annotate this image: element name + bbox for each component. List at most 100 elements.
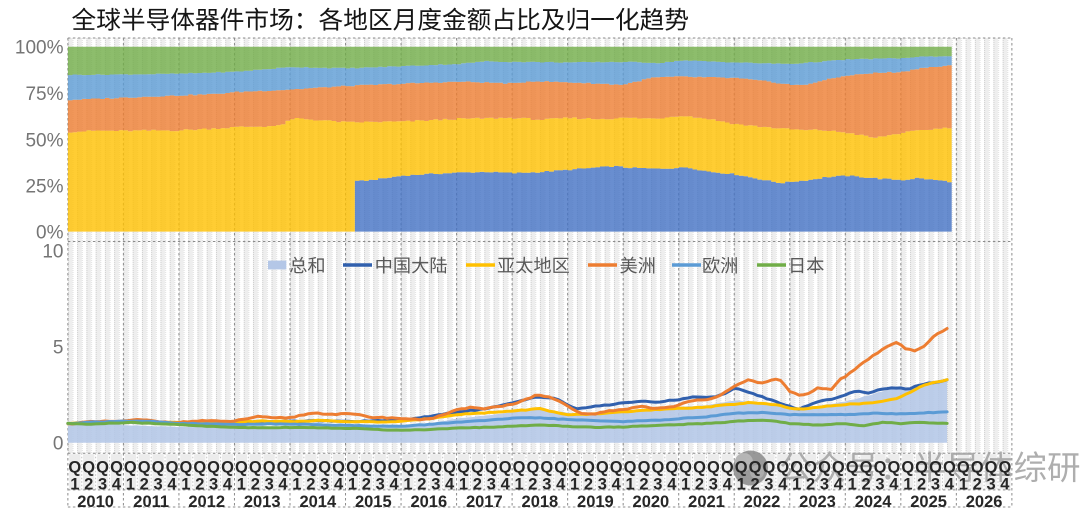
svg-text:Q: Q bbox=[290, 459, 303, 477]
svg-text:1: 1 bbox=[70, 475, 79, 493]
svg-text:Q: Q bbox=[985, 459, 998, 477]
svg-text:4: 4 bbox=[889, 475, 899, 493]
svg-text:Q: Q bbox=[665, 459, 678, 477]
svg-text:Q: Q bbox=[415, 459, 428, 477]
svg-text:Q: Q bbox=[610, 459, 623, 477]
svg-text:3: 3 bbox=[98, 475, 107, 493]
svg-text:Q: Q bbox=[596, 459, 609, 477]
svg-text:Q: Q bbox=[915, 459, 928, 477]
svg-text:2026: 2026 bbox=[966, 493, 1003, 510]
svg-text:Q: Q bbox=[790, 459, 803, 477]
svg-text:2016: 2016 bbox=[410, 493, 447, 510]
svg-text:2: 2 bbox=[306, 475, 315, 493]
svg-text:Q: Q bbox=[846, 459, 859, 477]
svg-text:2: 2 bbox=[528, 475, 537, 493]
svg-text:3: 3 bbox=[542, 475, 551, 493]
svg-text:1: 1 bbox=[515, 475, 524, 493]
svg-text:3: 3 bbox=[875, 475, 884, 493]
svg-text:Q: Q bbox=[860, 459, 873, 477]
svg-text:Q: Q bbox=[207, 459, 220, 477]
svg-text:3: 3 bbox=[265, 475, 274, 493]
svg-text:Q: Q bbox=[638, 459, 651, 477]
svg-text:2: 2 bbox=[806, 475, 815, 493]
svg-text:2: 2 bbox=[140, 475, 149, 493]
svg-text:4: 4 bbox=[1000, 475, 1010, 493]
svg-text:4: 4 bbox=[778, 475, 788, 493]
svg-text:2020: 2020 bbox=[633, 493, 670, 510]
svg-text:0%: 0% bbox=[36, 222, 64, 243]
svg-text:1: 1 bbox=[792, 475, 801, 493]
svg-text:1: 1 bbox=[292, 475, 301, 493]
svg-text:Q: Q bbox=[499, 459, 512, 477]
svg-text:1: 1 bbox=[570, 475, 579, 493]
svg-text:1: 1 bbox=[848, 475, 857, 493]
svg-text:3: 3 bbox=[209, 475, 218, 493]
svg-text:1: 1 bbox=[903, 475, 912, 493]
svg-text:Q: Q bbox=[82, 459, 95, 477]
svg-text:1: 1 bbox=[959, 475, 968, 493]
svg-text:75%: 75% bbox=[25, 84, 63, 105]
svg-text:2013: 2013 bbox=[244, 493, 281, 510]
svg-text:Q: Q bbox=[360, 459, 373, 477]
svg-text:1: 1 bbox=[181, 475, 190, 493]
svg-text:2: 2 bbox=[251, 475, 260, 493]
svg-text:1: 1 bbox=[681, 475, 690, 493]
svg-text:Q: Q bbox=[124, 459, 137, 477]
svg-text:Q: Q bbox=[901, 459, 914, 477]
svg-text:2021: 2021 bbox=[688, 493, 725, 510]
svg-text:Q: Q bbox=[304, 459, 317, 477]
svg-text:4: 4 bbox=[334, 475, 344, 493]
svg-text:10: 10 bbox=[42, 241, 63, 262]
svg-text:Q: Q bbox=[749, 459, 762, 477]
svg-text:2: 2 bbox=[751, 475, 760, 493]
svg-text:3: 3 bbox=[487, 475, 496, 493]
svg-text:Q: Q bbox=[971, 459, 984, 477]
svg-text:2015: 2015 bbox=[355, 493, 392, 510]
svg-text:2012: 2012 bbox=[188, 493, 225, 510]
svg-text:3: 3 bbox=[820, 475, 829, 493]
svg-text:2: 2 bbox=[973, 475, 982, 493]
svg-text:2023: 2023 bbox=[799, 493, 836, 510]
svg-text:Q: Q bbox=[735, 459, 748, 477]
svg-text:2017: 2017 bbox=[466, 493, 503, 510]
svg-text:25%: 25% bbox=[25, 176, 63, 197]
svg-text:3: 3 bbox=[987, 475, 996, 493]
svg-text:4: 4 bbox=[445, 475, 455, 493]
svg-text:3: 3 bbox=[653, 475, 662, 493]
svg-text:Q: Q bbox=[68, 459, 81, 477]
svg-text:Q: Q bbox=[346, 459, 359, 477]
svg-text:2: 2 bbox=[639, 475, 648, 493]
svg-text:3: 3 bbox=[598, 475, 607, 493]
svg-text:Q: Q bbox=[443, 459, 456, 477]
svg-text:Q: Q bbox=[832, 459, 845, 477]
svg-text:Q: Q bbox=[152, 459, 165, 477]
svg-text:4: 4 bbox=[278, 475, 288, 493]
svg-text:1: 1 bbox=[126, 475, 135, 493]
svg-text:Q: Q bbox=[318, 459, 331, 477]
svg-text:Q: Q bbox=[540, 459, 553, 477]
svg-text:4: 4 bbox=[945, 475, 955, 493]
svg-text:Q: Q bbox=[429, 459, 442, 477]
svg-text:Q: Q bbox=[388, 459, 401, 477]
svg-text:Q: Q bbox=[110, 459, 123, 477]
svg-text:4: 4 bbox=[167, 475, 177, 493]
svg-text:Q: Q bbox=[402, 459, 415, 477]
svg-text:Q: Q bbox=[554, 459, 567, 477]
svg-text:Q: Q bbox=[374, 459, 387, 477]
svg-text:50%: 50% bbox=[25, 130, 63, 151]
svg-text:Q: Q bbox=[471, 459, 484, 477]
svg-text:4: 4 bbox=[556, 475, 566, 493]
svg-text:3: 3 bbox=[709, 475, 718, 493]
svg-text:2022: 2022 bbox=[744, 493, 781, 510]
svg-text:Q: Q bbox=[998, 459, 1011, 477]
svg-text:2: 2 bbox=[362, 475, 371, 493]
svg-text:2: 2 bbox=[84, 475, 93, 493]
svg-text:4: 4 bbox=[834, 475, 844, 493]
svg-text:Q: Q bbox=[221, 459, 234, 477]
svg-text:3: 3 bbox=[764, 475, 773, 493]
svg-text:4: 4 bbox=[390, 475, 400, 493]
svg-text:4: 4 bbox=[667, 475, 677, 493]
svg-text:100%: 100% bbox=[15, 38, 64, 59]
svg-text:Q: Q bbox=[929, 459, 942, 477]
svg-text:Q: Q bbox=[624, 459, 637, 477]
